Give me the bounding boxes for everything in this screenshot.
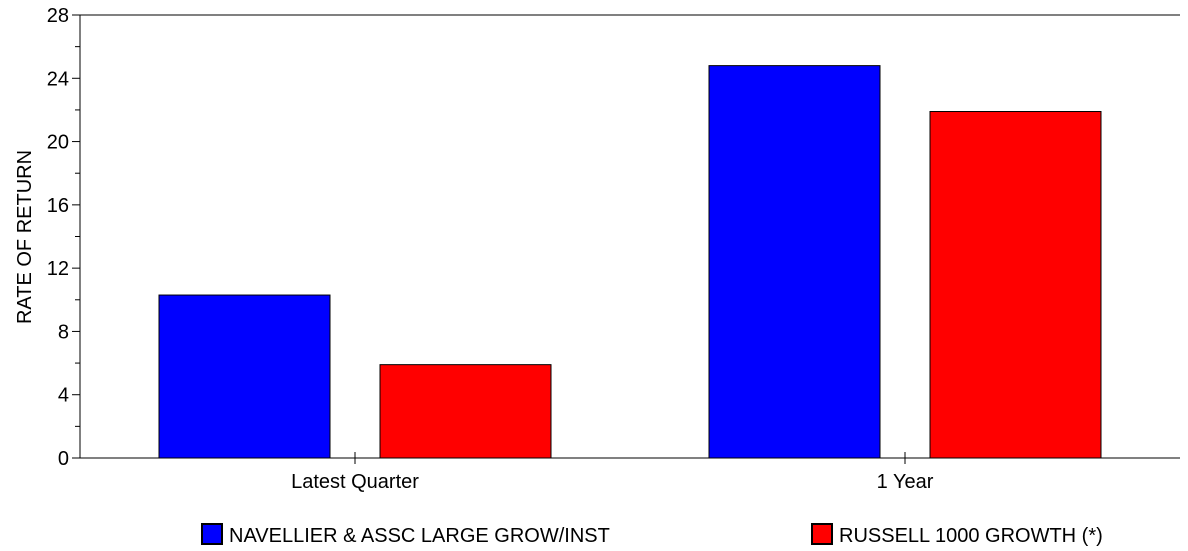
legend-label: NAVELLIER & ASSC LARGE GROW/INST (229, 525, 610, 546)
bar (158, 294, 331, 459)
y-tick-label: 28 (47, 5, 69, 27)
y-axis-label: RATE OF RETURN (14, 150, 36, 324)
y-tick-label: 8 (58, 321, 69, 343)
y-tick-label: 20 (47, 132, 69, 154)
y-tick-label: 24 (47, 68, 69, 90)
x-tick-label: Latest Quarter (291, 471, 419, 493)
y-tick-label: 12 (47, 258, 69, 280)
y-tick-label: 4 (58, 385, 69, 407)
bar (379, 364, 552, 459)
y-tick-label: 16 (47, 195, 69, 217)
y-tick-label: 0 (58, 448, 69, 470)
bar (929, 111, 1102, 459)
legend-label: RUSSELL 1000 GROWTH (*) (839, 525, 1103, 546)
x-tick-label: 1 Year (877, 471, 934, 493)
bars (158, 65, 1102, 459)
legend-swatch (811, 523, 833, 545)
bar (708, 65, 881, 459)
legend: NAVELLIER & ASSC LARGE GROW/INST RUSSELL … (201, 523, 1103, 547)
legend-swatch (201, 523, 223, 545)
